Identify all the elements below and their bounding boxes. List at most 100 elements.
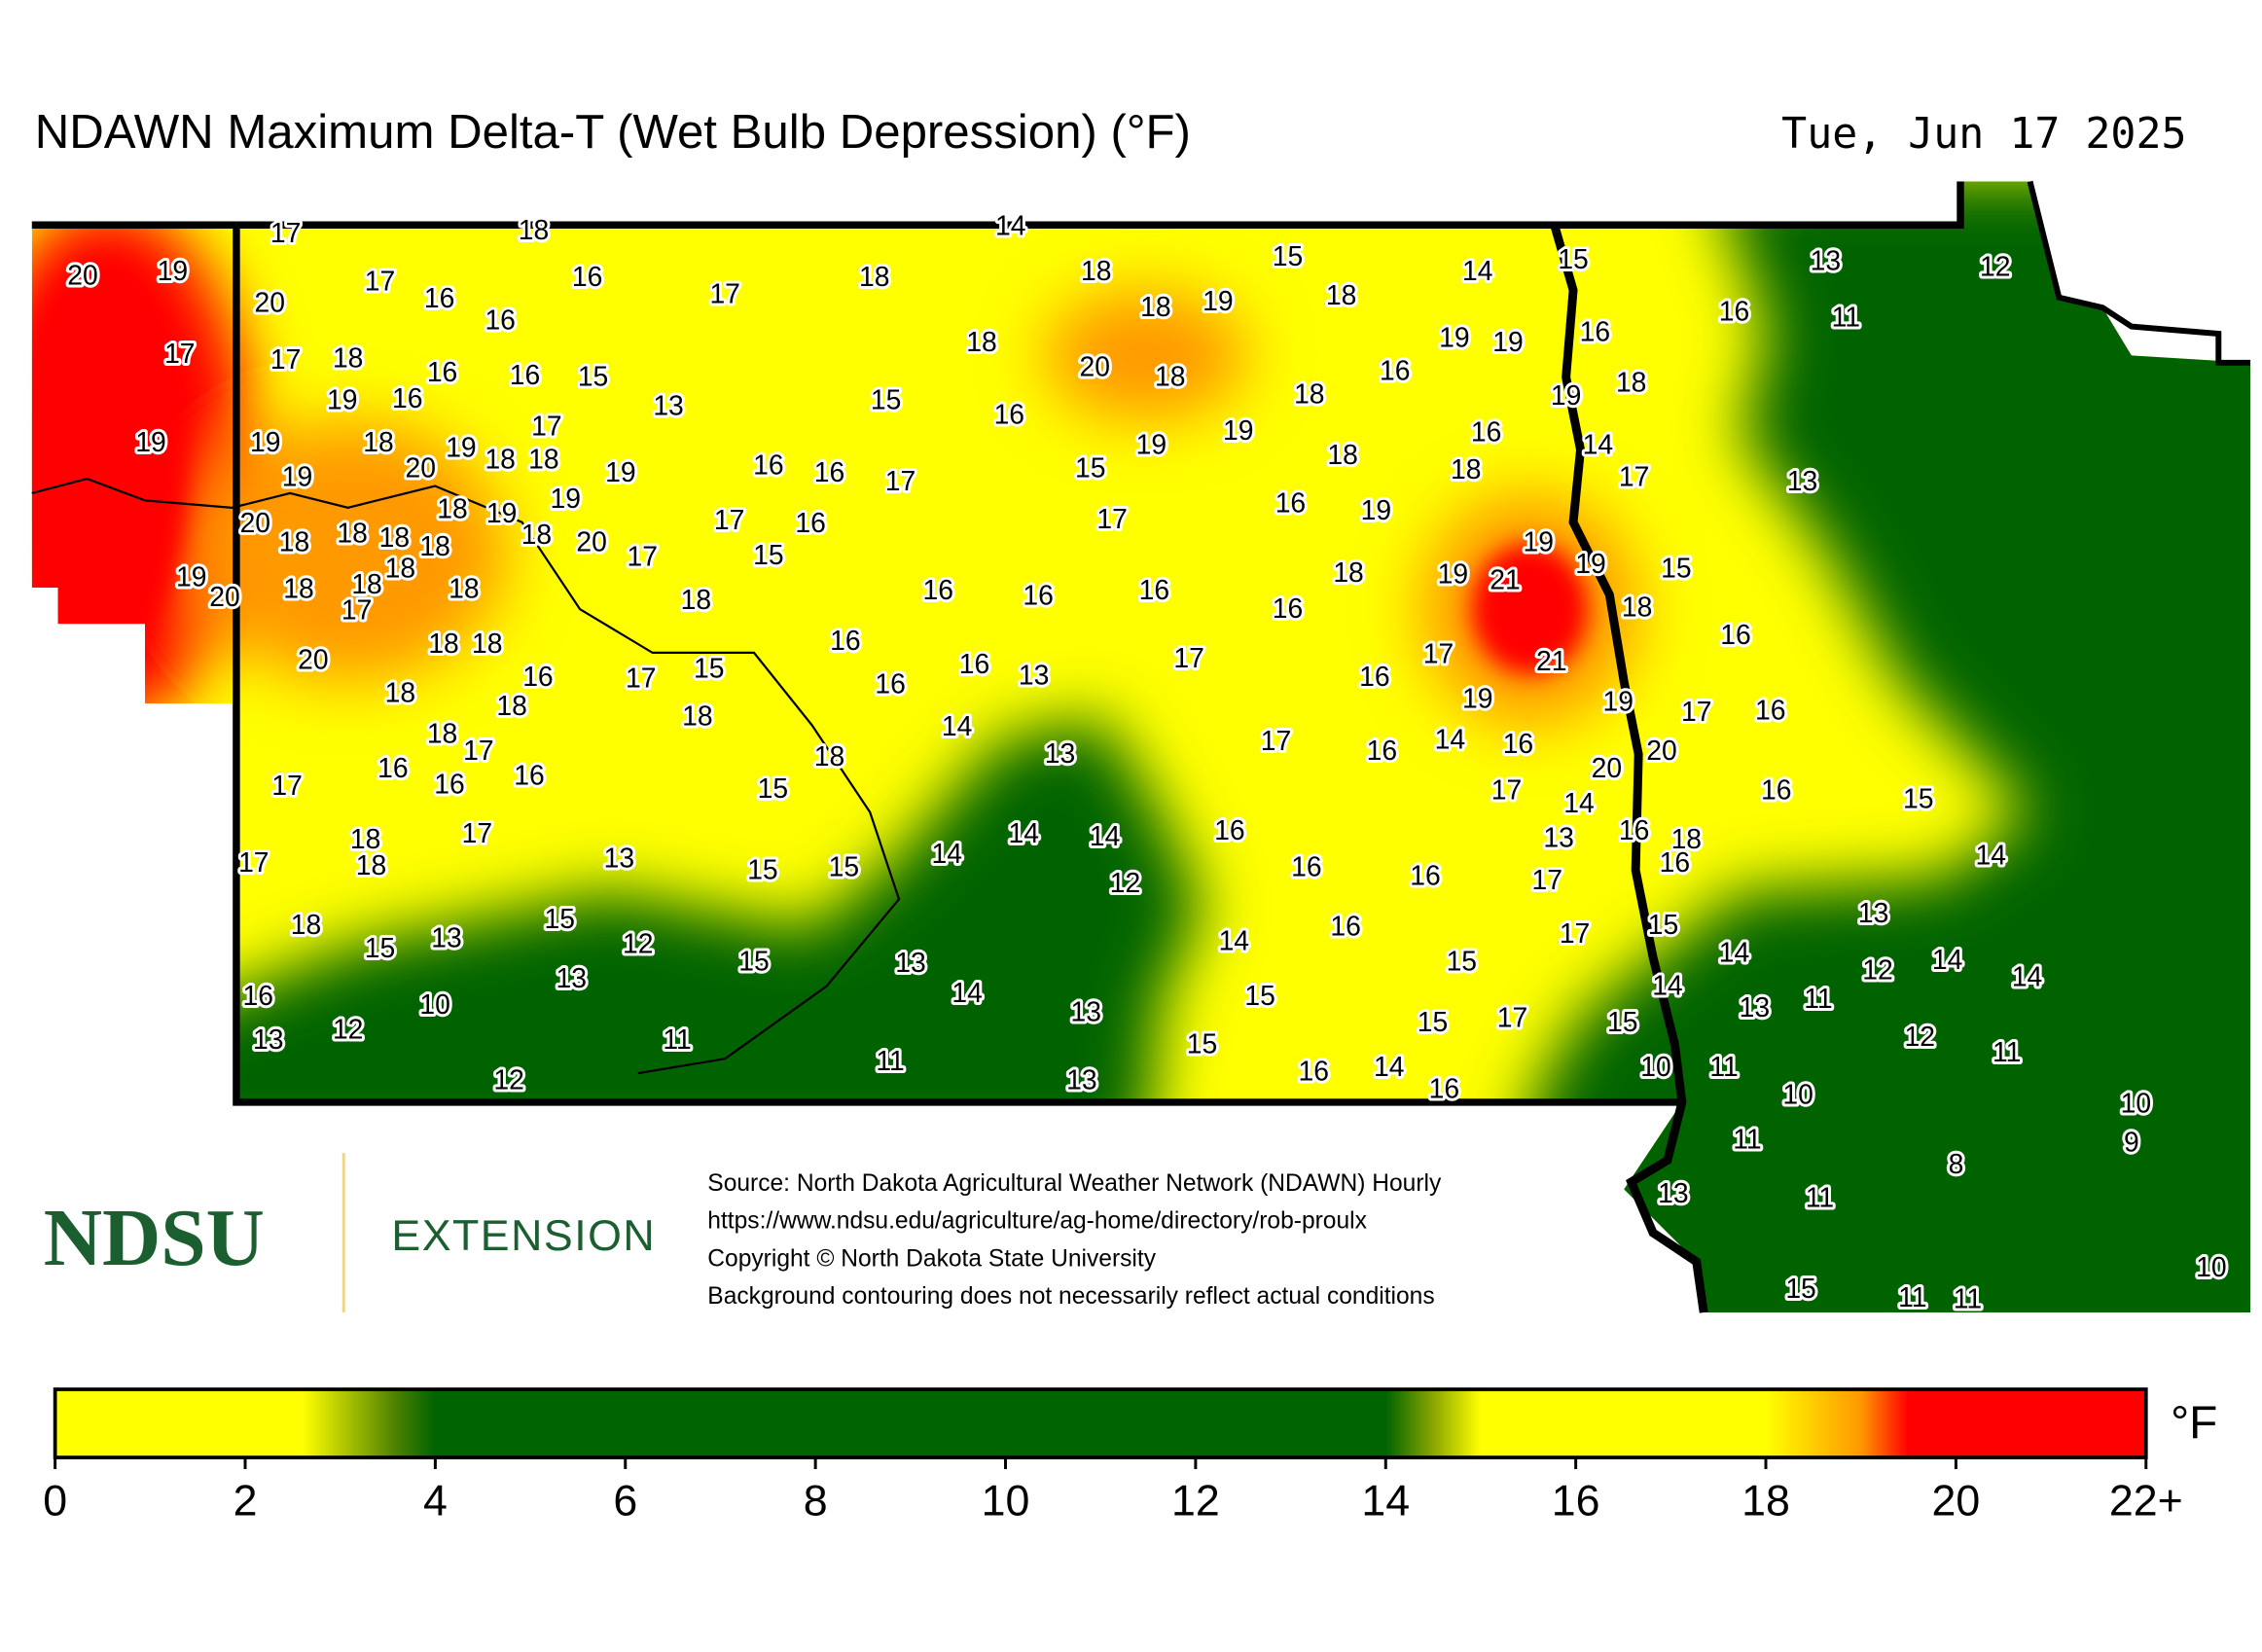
station-value: 19 <box>1361 494 1391 525</box>
station-value: 19 <box>551 483 581 514</box>
station-value: 19 <box>1203 285 1233 316</box>
station-value: 17 <box>463 735 493 766</box>
station-value: 20 <box>405 452 435 484</box>
station-value: 16 <box>1367 735 1397 766</box>
station-value: 18 <box>496 690 526 721</box>
station-value: 16 <box>1619 814 1649 845</box>
colorbar-tick-label: 14 <box>1361 1478 1410 1526</box>
station-value: 18 <box>814 740 844 772</box>
station-value: 17 <box>627 541 657 572</box>
map-title: NDAWN Maximum Delta-T (Wet Bulb Depressi… <box>35 105 1191 159</box>
station-value: 19 <box>1136 429 1167 460</box>
station-value: 17 <box>1681 696 1711 727</box>
station-value: 18 <box>681 584 711 615</box>
station-value: 16 <box>1330 911 1360 942</box>
colorbar <box>53 1387 2148 1459</box>
station-value: 16 <box>243 980 273 1011</box>
station-value: 16 <box>830 625 860 656</box>
station-value: 20 <box>240 507 270 538</box>
station-value: 18 <box>428 628 458 659</box>
logo-unit: EXTENSION <box>391 1212 656 1260</box>
map-date: Tue, Jun 17 2025 <box>1781 110 2186 159</box>
source-line: Background contouring does not necessari… <box>707 1283 1434 1310</box>
station-value: 16 <box>1429 1072 1459 1103</box>
station-value: 14 <box>942 710 972 741</box>
station-value: 18 <box>1616 367 1646 398</box>
station-value: 14 <box>1462 255 1492 286</box>
station-value: 18 <box>427 717 457 748</box>
station-value: 17 <box>365 265 395 296</box>
station-value: 14 <box>1932 944 1962 975</box>
station-value: 17 <box>1423 637 1454 668</box>
station-value: 13 <box>1071 995 1101 1026</box>
station-value: 17 <box>271 770 302 801</box>
station-value: 16 <box>1755 694 1785 725</box>
colorbar-unit: °F <box>2171 1397 2217 1449</box>
station-value: 16 <box>923 574 953 605</box>
station-value: 17 <box>714 504 744 535</box>
station-value: 16 <box>434 768 464 799</box>
station-value: 15 <box>365 932 395 963</box>
station-value: 12 <box>493 1064 523 1095</box>
station-value: 15 <box>1187 1027 1217 1059</box>
station-value: 18 <box>472 628 502 659</box>
station-value: 18 <box>1451 453 1481 485</box>
station-value: 14 <box>931 838 961 869</box>
station-value: 18 <box>363 426 393 457</box>
station-value: 18 <box>521 519 552 550</box>
station-value: 17 <box>1261 725 1291 756</box>
boundaries <box>31 180 2251 1313</box>
station-value: 19 <box>1575 548 1605 579</box>
station-value: 15 <box>1075 452 1105 484</box>
station-value: 16 <box>522 661 553 692</box>
station-value: 17 <box>1531 864 1562 895</box>
station-value: 15 <box>545 903 575 934</box>
station-value: 16 <box>377 752 408 783</box>
logo-name: NDSU <box>44 1194 265 1283</box>
station-value: 19 <box>1603 686 1634 717</box>
station-value: 16 <box>427 356 457 387</box>
station-value: 18 <box>1140 291 1170 322</box>
station-value: 13 <box>1543 822 1573 853</box>
station-value: 18 <box>449 572 479 603</box>
station-value: 18 <box>1333 557 1363 588</box>
station-value: 17 <box>462 817 492 848</box>
station-value: 17 <box>1096 503 1127 534</box>
station-value: 18 <box>519 214 549 245</box>
station-value: 16 <box>1359 661 1389 692</box>
station-value: 19 <box>1462 683 1492 714</box>
station-value: 18 <box>682 700 712 731</box>
station-value: 16 <box>959 648 989 679</box>
station-value: 18 <box>351 568 381 599</box>
station-value: 15 <box>1273 240 1303 271</box>
station-value: 17 <box>164 338 195 369</box>
station-value: 11 <box>1709 1051 1738 1082</box>
station-value: 18 <box>337 518 367 549</box>
station-value: 15 <box>738 945 769 976</box>
station-value: 19 <box>327 384 357 415</box>
station-value: 12 <box>333 1013 363 1044</box>
station-value: 20 <box>254 287 284 318</box>
station-value: 13 <box>1740 991 1770 1023</box>
station-value: 13 <box>556 962 586 993</box>
station-value: 9 <box>2124 1127 2139 1158</box>
station-value: 18 <box>966 326 996 357</box>
station-value: 13 <box>895 947 925 978</box>
station-value: 17 <box>238 846 269 878</box>
station-value: 17 <box>885 465 916 496</box>
station-value: 21 <box>1536 645 1566 676</box>
station-value: 18 <box>859 261 889 292</box>
station-value: 14 <box>1435 723 1465 754</box>
station-value: 14 <box>1219 924 1249 955</box>
station-value: 19 <box>1223 414 1253 446</box>
station-value: 18 <box>279 526 309 557</box>
station-value: 13 <box>1858 897 1888 928</box>
station-value: 18 <box>1155 361 1185 392</box>
station-value: 16 <box>1214 814 1244 845</box>
station-value: 16 <box>1023 580 1053 611</box>
colorbar-tick-label: 10 <box>982 1478 1030 1526</box>
station-value: 19 <box>176 560 206 592</box>
station-value: 16 <box>1410 859 1440 890</box>
colorbar-tick-label: 16 <box>1552 1478 1600 1526</box>
